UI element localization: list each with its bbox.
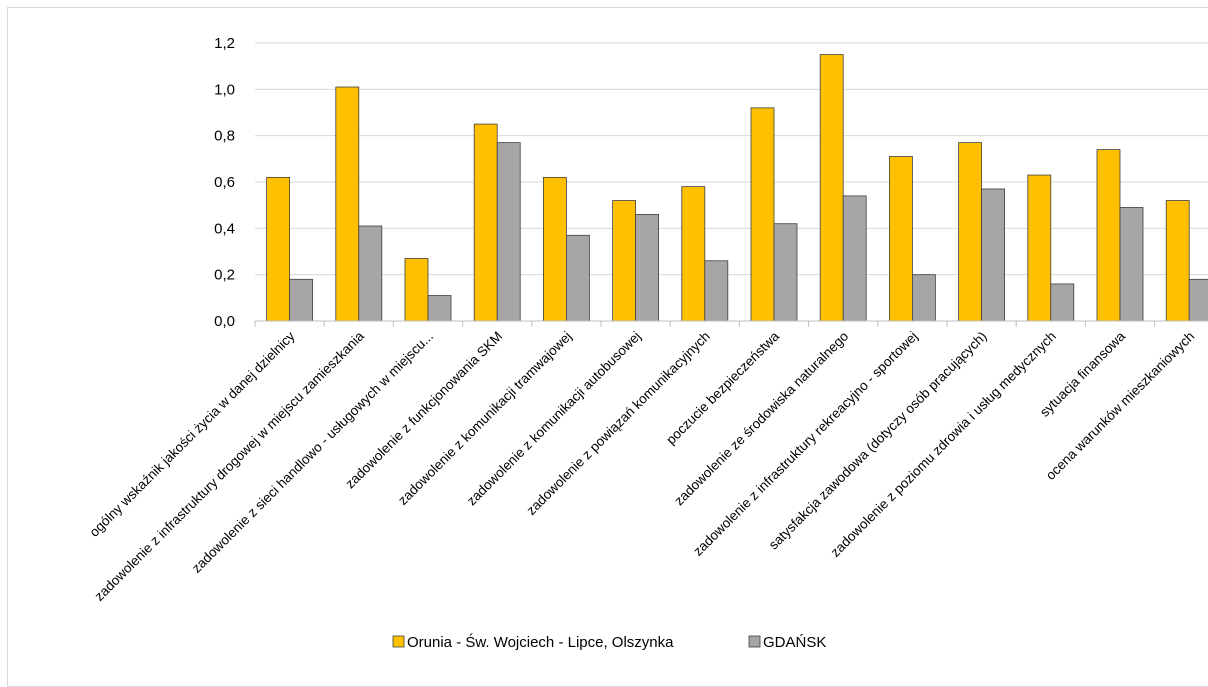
x-axis — [254, 320, 1208, 327]
bar-orunia — [819, 54, 844, 322]
y-tick-label: 1,0 — [214, 81, 235, 98]
bar-orunia — [1027, 174, 1052, 322]
bar-gdansk — [635, 214, 659, 322]
x-category-label: ocena warunków mieszkaniowych — [1043, 329, 1197, 483]
bar-orunia — [1165, 200, 1190, 322]
x-category-label: zadowolenie z funkcjonowania SKM — [342, 329, 505, 492]
legend-swatch — [748, 635, 761, 648]
x-category-label: zadowolenie z sieci handlowo - usługowyc… — [189, 329, 436, 576]
legend-swatch — [392, 635, 405, 648]
bar-gdansk — [912, 274, 936, 322]
bar-orunia — [1096, 149, 1121, 322]
bar-orunia — [266, 176, 291, 322]
legend-label: Orunia - Św. Wojciech - Lipce, Olszynka — [407, 633, 674, 651]
y-tick-label: 0,6 — [214, 174, 235, 191]
bar-orunia — [750, 107, 775, 322]
y-tick-label: 0,8 — [214, 128, 235, 145]
bar-gdansk — [566, 234, 590, 322]
bar-gdansk — [981, 188, 1005, 322]
bar-orunia — [612, 200, 636, 322]
x-axis-labels: ogólny wskaźnik jakości życia w danej dz… — [87, 328, 1198, 604]
gridlines — [255, 42, 1208, 276]
bar-gdansk — [1119, 207, 1144, 322]
bar-orunia — [958, 142, 982, 322]
y-axis-ticks: 0,0 0,2 0,4 0,6 0,8 1,0 1,2 — [214, 35, 235, 330]
legend: Orunia - Św. Wojciech - Lipce, Olszynka G… — [392, 633, 826, 651]
bar-orunia — [473, 123, 498, 322]
y-tick-label: 1,2 — [214, 35, 235, 52]
bar-gdansk — [358, 225, 383, 322]
bar-orunia — [335, 86, 360, 322]
bar-gdansk — [1050, 283, 1075, 322]
bar-orunia — [889, 156, 913, 322]
legend-label: GDAŃSK — [763, 634, 826, 651]
y-tick-label: 0,2 — [214, 267, 235, 284]
bar-gdansk — [289, 278, 314, 322]
y-tick-label: 0,4 — [214, 220, 235, 237]
x-category-label: zadowolenie z infrastruktury drogowej w … — [92, 328, 368, 604]
bar-orunia — [681, 186, 706, 322]
bar-gdansk — [427, 295, 452, 322]
y-tick-label: 0,0 — [214, 313, 235, 330]
bar-gdansk — [704, 260, 729, 322]
x-category-label: poczucie bezpieczeństwa — [663, 328, 782, 447]
bars — [266, 54, 1208, 322]
bar-orunia — [543, 176, 567, 322]
bar-orunia — [404, 258, 429, 322]
bar-gdansk — [842, 195, 867, 322]
bar-gdansk — [1188, 278, 1208, 322]
bar-gdansk — [773, 223, 798, 322]
bar-gdansk — [496, 142, 521, 322]
